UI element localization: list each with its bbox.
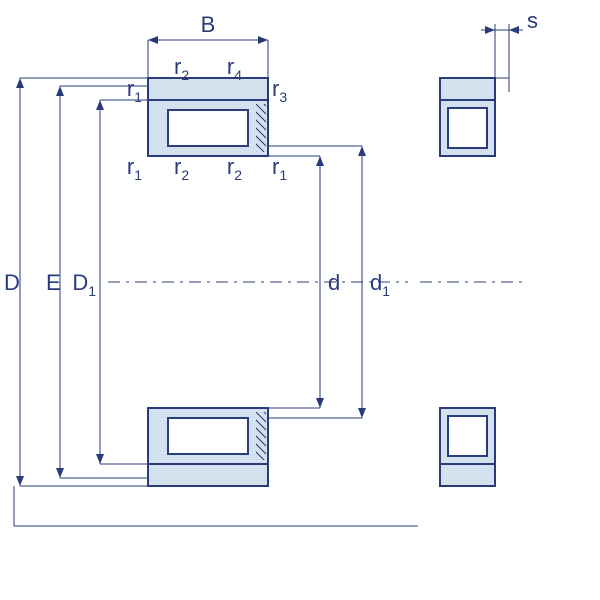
svg-text:D: D (4, 270, 20, 295)
svg-text:r3: r3 (272, 76, 287, 105)
svg-text:r1: r1 (127, 76, 142, 105)
svg-text:d1: d1 (370, 270, 390, 299)
svg-text:D1: D1 (72, 270, 96, 299)
svg-text:r2: r2 (174, 154, 189, 183)
svg-text:r2: r2 (174, 54, 189, 83)
svg-text:r2: r2 (227, 154, 242, 183)
svg-text:B: B (201, 12, 216, 37)
svg-text:r4: r4 (227, 54, 242, 83)
bearing-diagram: DED1dd1Br1r2r4r3r1r2r1r2s (0, 0, 600, 600)
svg-text:r1: r1 (127, 154, 142, 183)
svg-text:s: s (527, 8, 538, 33)
svg-text:E: E (46, 270, 61, 295)
svg-text:r1: r1 (272, 154, 287, 183)
